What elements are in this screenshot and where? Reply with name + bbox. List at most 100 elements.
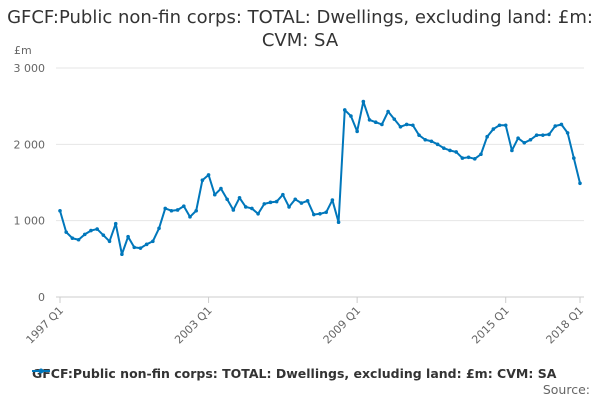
- data-point: [126, 234, 130, 239]
- data-point: [398, 124, 403, 129]
- data-point: [250, 206, 254, 211]
- data-point: [386, 109, 390, 114]
- data-point: [336, 220, 341, 224]
- data-point: [206, 173, 211, 177]
- data-point: [107, 239, 112, 244]
- data-point: [219, 186, 223, 191]
- x-tick-label: 2009 Q1: [321, 304, 364, 347]
- data-point: [342, 108, 347, 112]
- data-point: [151, 239, 155, 244]
- data-point: [58, 208, 62, 213]
- data-point: [144, 242, 149, 247]
- series-line: [59, 100, 581, 256]
- data-point: [243, 205, 248, 209]
- data-point: [132, 245, 137, 250]
- data-point: [237, 195, 242, 200]
- data-point: [194, 208, 198, 213]
- data-point: [528, 137, 533, 142]
- data-point: [448, 148, 452, 153]
- x-tick-label: 1997 Q1: [24, 304, 67, 347]
- data-point: [169, 208, 174, 213]
- data-point: [466, 155, 471, 160]
- data-point: [541, 133, 545, 137]
- data-point: [497, 123, 502, 128]
- data-point: [435, 142, 440, 147]
- data-point: [299, 201, 304, 205]
- x-tick-label: 2003 Q1: [172, 304, 215, 347]
- data-point: [479, 152, 483, 157]
- data-point: [454, 150, 458, 154]
- data-point: [212, 192, 217, 197]
- data-point: [361, 99, 366, 104]
- data-point: [460, 156, 465, 160]
- data-point: [392, 117, 397, 121]
- data-point: [101, 233, 106, 237]
- data-point: [138, 246, 143, 250]
- data-point: [268, 200, 273, 205]
- data-point: [324, 210, 328, 215]
- data-point: [442, 146, 446, 150]
- y-tick-label: 0: [38, 291, 45, 304]
- chart-title: GFCF:Public non-fin corps: TOTAL: Dwelli…: [7, 7, 593, 51]
- data-point: [182, 204, 186, 208]
- y-axis-unit-label: £m: [14, 44, 32, 57]
- data-point: [373, 120, 378, 124]
- data-point: [82, 232, 87, 237]
- y-tick-label: 2 000: [14, 138, 46, 151]
- legend-label: GFCF:Public non-fin corps: TOTAL: Dwelli…: [32, 366, 557, 381]
- data-point: [305, 199, 310, 203]
- data-point: [330, 198, 335, 202]
- data-point: [113, 221, 118, 226]
- data-point: [200, 178, 205, 183]
- data-point: [423, 137, 428, 142]
- data-point: [417, 133, 421, 137]
- data-point: [312, 212, 316, 217]
- legend[interactable]: GFCF:Public non-fin corps: TOTAL: Dwelli…: [32, 366, 556, 381]
- data-point: [70, 236, 75, 241]
- y-tick-label: 1 000: [14, 215, 46, 228]
- data-point: [429, 139, 434, 144]
- data-point: [256, 211, 260, 216]
- y-tick-label: 3 000: [14, 62, 46, 75]
- data-point: [411, 123, 415, 128]
- data-point: [572, 156, 576, 160]
- data-point: [522, 141, 527, 145]
- data-point: [293, 197, 298, 202]
- data-point: [163, 206, 168, 211]
- data-point: [157, 226, 161, 231]
- data-point: [380, 122, 384, 127]
- data-point: [553, 124, 558, 128]
- data-point: [516, 136, 520, 141]
- data-point: [120, 252, 124, 257]
- data-point: [559, 122, 564, 127]
- data-point: [503, 123, 508, 128]
- data-point: [565, 131, 570, 135]
- data-point: [547, 132, 551, 137]
- data-point: [318, 211, 322, 216]
- data-point: [534, 133, 539, 137]
- x-tick-label: 2018 Q1: [544, 304, 587, 347]
- x-tick-label: 2015 Q1: [469, 304, 512, 347]
- data-point: [472, 157, 477, 161]
- data-point: [491, 127, 496, 131]
- data-point: [76, 237, 81, 242]
- source-label: Source:: [542, 382, 590, 397]
- legend-line-marker-icon: [32, 368, 50, 374]
- data-point: [64, 230, 68, 234]
- data-point: [225, 197, 229, 202]
- data-point: [231, 208, 236, 212]
- data-point: [578, 181, 582, 186]
- data-point: [274, 199, 279, 204]
- data-point: [485, 134, 489, 139]
- data-point: [175, 208, 180, 212]
- data-point: [510, 148, 514, 153]
- data-point: [281, 192, 285, 197]
- data-point: [404, 122, 409, 127]
- data-point: [262, 202, 267, 206]
- data-point: [188, 215, 192, 219]
- data-point: [287, 205, 291, 209]
- data-point: [89, 228, 93, 233]
- data-point: [95, 227, 99, 231]
